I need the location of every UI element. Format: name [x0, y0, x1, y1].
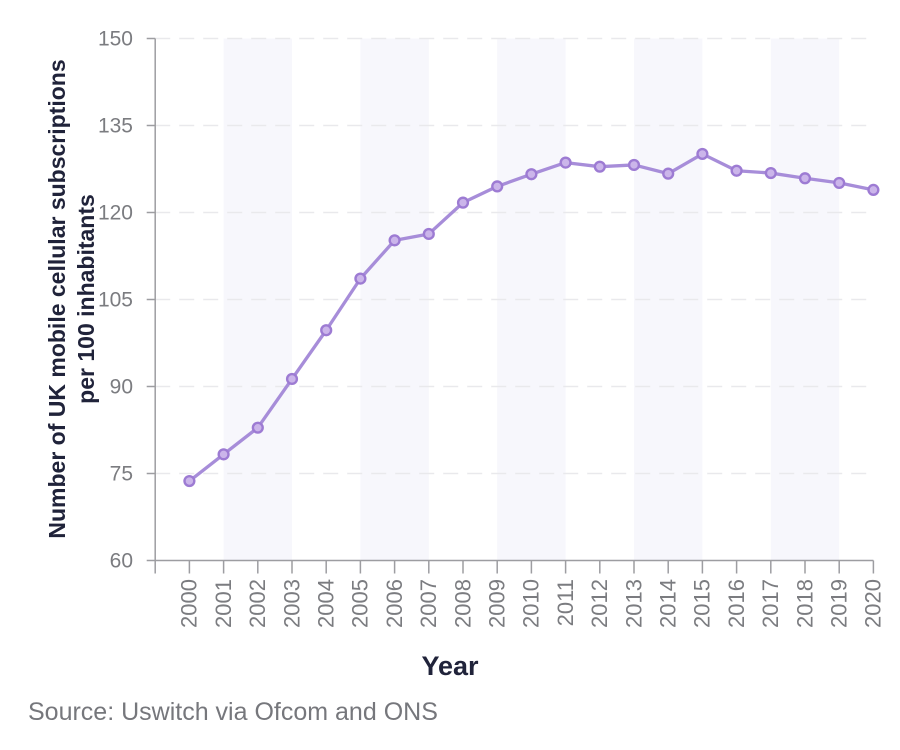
y-axis-title: Number of UK mobile cellular subscriptio… — [43, 59, 101, 538]
x-axis-title: Year — [421, 651, 479, 681]
data-point-2007 — [422, 227, 435, 241]
x-tick-label: 2002 — [245, 579, 270, 628]
data-point-2006 — [388, 234, 401, 247]
x-tick-label: 2016 — [724, 579, 749, 628]
data-point-2015 — [696, 147, 709, 161]
x-tick-label: 2018 — [792, 579, 817, 628]
x-tick-label: 2012 — [587, 579, 612, 628]
x-tick-label: 2008 — [450, 579, 475, 628]
data-point-2020 — [867, 183, 880, 196]
x-tick-label: 2011 — [553, 579, 578, 626]
data-point-2002 — [251, 421, 264, 434]
plot-band — [497, 38, 566, 561]
y-tick-label: 90 — [110, 375, 133, 398]
x-tick-label: 2017 — [758, 579, 783, 628]
x-tick-label: 2010 — [519, 579, 544, 628]
data-point-2017 — [764, 166, 777, 180]
data-point-2019 — [833, 176, 846, 190]
x-tick-label: 2009 — [484, 579, 509, 628]
y-axis-title-line2: per 100 inhabitants — [73, 194, 99, 404]
y-tick-label: 150 — [98, 27, 133, 50]
plot-band — [360, 38, 429, 561]
data-point-2000 — [183, 474, 196, 488]
y-axis-title-line1: Number of UK mobile cellular subscriptio… — [44, 59, 70, 539]
x-tick-label: 2006 — [382, 579, 407, 628]
data-point-2003 — [285, 372, 299, 386]
data-point-2008 — [456, 196, 470, 209]
data-point-2005 — [354, 272, 367, 285]
x-tick-label: 2020 — [861, 579, 886, 628]
x-tick-label: 2005 — [348, 579, 373, 628]
data-point-2013 — [627, 158, 641, 172]
y-tick-label: 60 — [110, 549, 133, 572]
x-tick-label: 2015 — [690, 579, 715, 628]
x-tick-label: 2001 — [211, 579, 236, 628]
data-point-2004 — [320, 324, 333, 337]
data-point-2009 — [491, 180, 504, 193]
x-tick-label: 2000 — [177, 579, 202, 628]
data-point-2010 — [525, 168, 538, 181]
x-tick-label: 2013 — [621, 579, 646, 628]
data-point-2016 — [730, 164, 743, 177]
data-point-2001 — [217, 448, 230, 461]
y-tick-label: 135 — [98, 114, 133, 137]
data-point-2014 — [662, 167, 675, 180]
data-point-2018 — [798, 172, 812, 185]
x-tick-label: 2004 — [313, 579, 338, 628]
x-tick-label: 2003 — [279, 579, 304, 628]
data-point-2012 — [593, 160, 606, 173]
x-tick-label: 2019 — [826, 579, 851, 628]
y-tick-label: 105 — [98, 288, 133, 311]
y-tick-label: 75 — [110, 462, 133, 485]
x-tick-label: 2007 — [416, 579, 441, 628]
source-note: Source: Uswitch via Ofcom and ONS — [28, 698, 438, 726]
line-chart: 60 75 90 105 120 135 150 2000 2001 2002 2003 2004 20… — [98, 27, 886, 628]
y-tick-label: 120 — [98, 201, 133, 224]
x-tick-label: 2014 — [655, 579, 680, 628]
data-point-2011 — [559, 156, 572, 169]
